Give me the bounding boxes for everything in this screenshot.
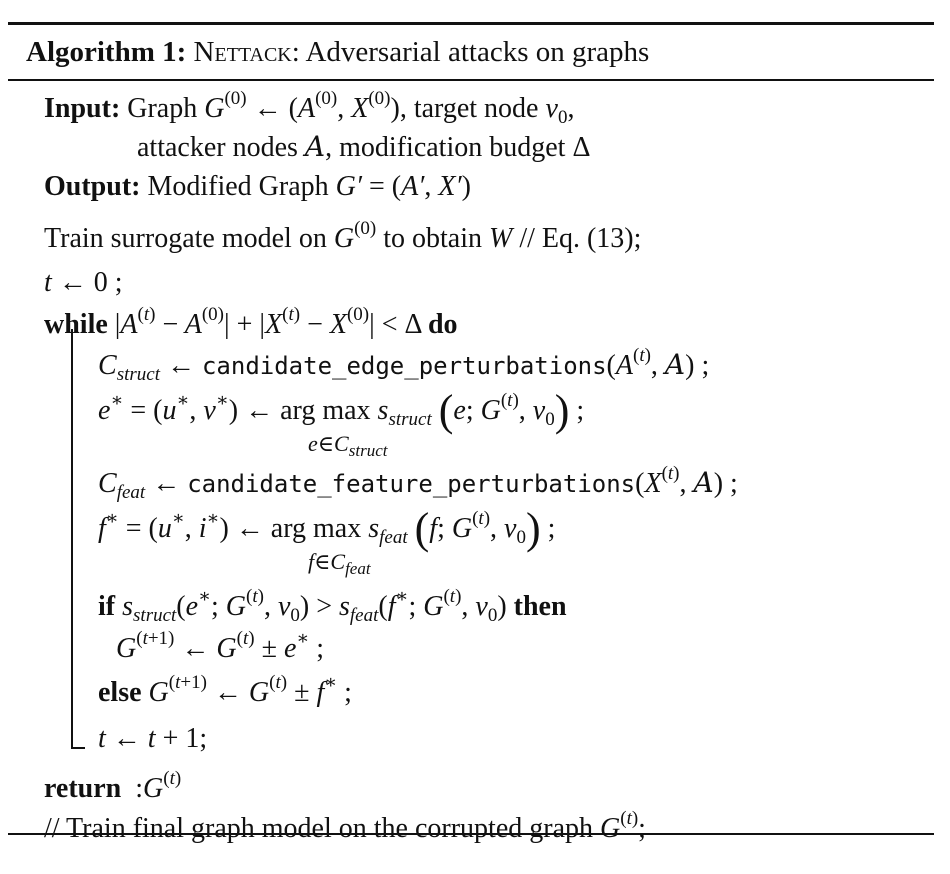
output-keyword: Output: — [44, 171, 141, 202]
math: sstruct(e∗; G(t), v0) > sfeat(f∗; G(t), … — [122, 586, 507, 626]
algorithm-box: Algorithm 1: Nettack: Adversarial attack… — [8, 22, 934, 844]
math: Δ — [572, 132, 591, 163]
argmax-operator-2: arg max — [270, 513, 362, 544]
math: f∗ = (u∗, i∗) ← — [98, 508, 264, 544]
input-graph-word: Graph — [127, 93, 198, 124]
input-target-text: , target node — [399, 93, 539, 124]
math: G(0) — [333, 218, 377, 254]
then-keyword: then — [513, 591, 567, 622]
algorithm-body: Input: Graph G(0) ← (A(0), X(0)), target… — [8, 81, 934, 844]
output-text: Modified Graph — [147, 171, 329, 202]
do-keyword: do — [427, 309, 458, 340]
if-keyword: if — [98, 591, 116, 622]
math: t — [98, 723, 106, 754]
math: (X(t), A) ; — [635, 463, 738, 499]
input-attacker-text: attacker nodes — [137, 132, 298, 163]
if-line: if sstruct(e∗; G(t), v0) > sfeat(f∗; G(t… — [98, 586, 567, 626]
math: e∗ = (u∗, v∗) ← — [98, 390, 274, 426]
math: G(t) — [143, 768, 182, 804]
input-line: Input: Graph G(0) ← (A(0), X(0)), target… — [44, 88, 575, 128]
math: sfeat — [368, 513, 408, 548]
argmax-operator: arg max — [280, 395, 371, 426]
algorithm-subtitle: : Adversarial attacks on graphs — [291, 36, 650, 68]
math: Cstruct — [98, 350, 160, 385]
math: t — [44, 267, 52, 298]
top-rule — [8, 22, 934, 25]
else-line: else G(t+1) ← G(t) ± f∗ ; — [98, 672, 352, 708]
math: Cfeat — [98, 468, 146, 503]
output-line: Output: Modified Graph G′ = (A′, X′) — [44, 171, 471, 203]
argmax-subscript-2: f∈Cfeat — [308, 549, 371, 578]
input-budget-text: , modification budget — [325, 132, 566, 163]
init-line: t ← 0 ; — [44, 267, 123, 298]
while-keyword: while — [44, 309, 108, 340]
candidate-edge-fn: candidate_edge_perturbations — [201, 352, 607, 380]
math: v0 — [545, 93, 568, 128]
algorithm-name: Nettack — [193, 36, 292, 68]
math: G(t) — [600, 808, 639, 844]
math: (A(t), A) ; — [606, 345, 710, 381]
cstruct-line: Cstruct ← candidate_edge_perturbations(A… — [98, 345, 710, 385]
title-rule — [8, 79, 934, 81]
cfeat-line: Cfeat ← candidate_feature_perturbations(… — [98, 463, 738, 503]
math: G(0) ← (A(0), X(0)) — [204, 88, 400, 124]
return-keyword: return — [44, 773, 122, 804]
return-line: return :G(t) — [44, 768, 182, 804]
argmax-subscript: e∈Cstruct — [308, 431, 388, 460]
algorithm-label: Algorithm 1: — [26, 36, 187, 68]
train-line: Train surrogate model on G(0) to obtain … — [44, 218, 642, 255]
math: (e; G(t), v0) ; — [438, 386, 585, 435]
while-block-bar — [71, 329, 73, 749]
math: G(t+1) ← G(t) ± e∗ — [116, 628, 310, 664]
math: G(t+1) ← G(t) ± f∗ — [148, 672, 338, 708]
candidate-feature-fn: candidate_feature_perturbations — [187, 470, 636, 498]
final-comment-line: // Train final graph model on the corrup… — [44, 808, 646, 844]
estar-line: e∗ = (u∗, v∗) ← arg max sstruct (e; G(t)… — [98, 386, 585, 435]
fstar-line: f∗ = (u∗, i∗) ← arg max sfeat (f; G(t), … — [98, 504, 556, 553]
final-comment: // Train final graph model on the corrup… — [44, 813, 593, 844]
train-comment: // Eq. (13); — [519, 223, 642, 254]
train-middle: to obtain — [383, 223, 482, 254]
math: |A(t) − A(0)| + |X(t) − X(0)| < Δ — [114, 304, 421, 340]
while-line: while |A(t) − A(0)| + |X(t) − X(0)| < Δ … — [44, 304, 458, 341]
math: (f; G(t), v0) ; — [414, 504, 556, 553]
math: W — [488, 223, 513, 254]
train-prefix: Train surrogate model on — [44, 223, 327, 254]
math: sstruct — [377, 395, 432, 430]
while-block-end — [71, 747, 85, 749]
algorithm-title: Algorithm 1: Nettack: Adversarial attack… — [8, 25, 934, 79]
math: A — [304, 130, 326, 163]
update-edge-line: G(t+1) ← G(t) ± e∗ ; — [116, 628, 325, 664]
math: G′ = (A′, X′) — [335, 171, 471, 202]
bottom-rule — [8, 833, 934, 835]
else-keyword: else — [98, 677, 142, 708]
input-keyword: Input: — [44, 93, 121, 124]
increment-line: t ← t + 1; — [98, 723, 208, 754]
input-line-2: attacker nodes A, modification budget Δ — [137, 131, 590, 164]
